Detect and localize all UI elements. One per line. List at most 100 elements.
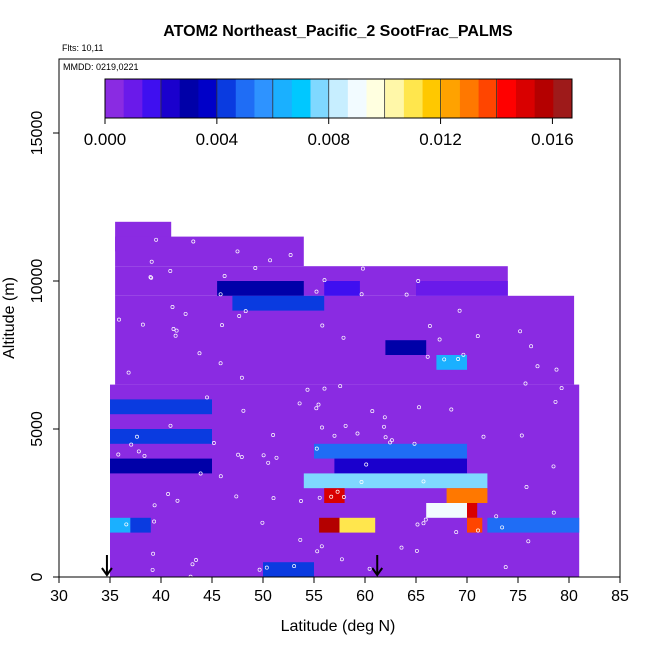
sample-point [271,496,276,501]
sample-point [191,239,196,244]
heatmap-cell-19 [110,517,131,533]
sample-point [183,311,188,316]
colorbar-tick-label: 0.004 [196,130,239,149]
colorbar-swatch-18 [441,79,461,118]
sample-point [218,361,223,366]
heatmap-cell-17 [339,517,376,533]
heatmap-cell-16 [319,517,340,533]
heatmap-cell-11 [303,473,488,489]
sample-point [316,402,321,407]
sample-point [494,514,499,519]
sample-point [243,309,248,314]
sample-point [152,503,157,508]
colorbar-frame [104,78,573,119]
colorbar-swatch-7 [235,79,255,118]
sample-point [519,433,524,438]
sample-point [314,446,319,451]
sample-point [476,528,480,533]
sample-point [359,292,364,297]
coverage-cell-3 [115,295,575,385]
sample-point [523,381,528,386]
sample-point [197,351,202,356]
x-tick-label: 80 [560,588,578,605]
sample-point [399,545,404,550]
sample-point [297,401,302,406]
sample-point [261,453,266,458]
sample-point [322,278,327,283]
heatmap-cell-13 [446,488,488,503]
sample-point [222,274,227,278]
x-tick-label: 65 [407,588,425,605]
colorbar-swatch-9 [273,79,293,118]
sample-point [535,364,540,369]
sample-point [171,327,176,331]
colorbar-swatch-4 [179,79,199,118]
heatmap-cell-20 [130,517,151,533]
x-tick-label: 30 [50,588,68,605]
sample-point [148,275,153,280]
colorbar-swatch-12 [329,79,349,118]
heatmap-cell-7 [110,429,212,444]
colorbar-swatch-2 [142,79,162,118]
sample-point [415,522,420,527]
sample-point [421,521,426,526]
sample-point [529,344,534,349]
sample-point [456,357,461,361]
flights-annotation: Flts: 10,11 [62,43,103,53]
sample-point [442,357,447,362]
sample-point [335,489,340,494]
y-tick-label: 15000 [29,111,46,156]
heatmap-cell-0 [217,281,304,296]
colorbar-swatch-5 [198,79,218,118]
sample-point [526,539,531,544]
y-axis: 0 5000 10000 15000 [29,111,59,581]
sample-point [234,494,239,499]
sample-point [382,415,387,420]
flight-marker-layer [101,555,384,577]
sample-point [239,375,244,380]
sample-point [315,549,320,554]
coverage-cell-1 [115,236,304,267]
sample-point [151,551,156,556]
colorbar-swatch-21 [497,79,517,118]
sample-point [341,335,346,340]
colorbar-swatch-23 [534,79,554,118]
sample-point [194,558,198,562]
sample-point [154,237,159,242]
sample-point [475,334,480,339]
sample-point [322,386,327,391]
y-tick-label: 0 [29,572,46,581]
sample-point [142,453,147,458]
sample-point [129,442,134,447]
sample-point [320,425,324,430]
sample-point [343,423,348,428]
sample-point [239,455,244,459]
sample-point [274,455,279,460]
heatmap-cell-10 [334,458,467,474]
sample-point [339,557,344,562]
sample-point [198,471,203,476]
sample-point [551,510,556,515]
heatmap-cell-6 [110,399,212,415]
sample-point [149,275,154,280]
colorbar: 0.000 0.004 0.008 0.012 0.016 [84,78,574,149]
colorbar-swatch-24 [553,79,573,118]
sample-point [299,499,303,503]
chart-title: ATOM2 Northeast_Pacific_2 SootFrac_PALMS [163,23,513,40]
sample-point [359,480,364,484]
colorbar-swatch-6 [217,79,237,118]
colorbar-swatch-15 [385,79,405,118]
colorbar-swatch-3 [161,79,181,118]
sample-point [173,333,178,338]
sample-point [314,406,319,411]
x-tick-label: 50 [254,588,272,605]
sample-point [237,314,242,318]
sample-point [317,495,322,500]
sample-point [355,431,360,436]
colorbar-swatch-13 [347,79,367,118]
y-axis-label: Altitude (m) [1,277,18,359]
sample-point [266,460,271,465]
heatmap-cell-1 [232,295,325,311]
colorbar-tick-label: 0.012 [419,130,462,149]
colorbar-tick-label: 0.000 [84,130,127,149]
